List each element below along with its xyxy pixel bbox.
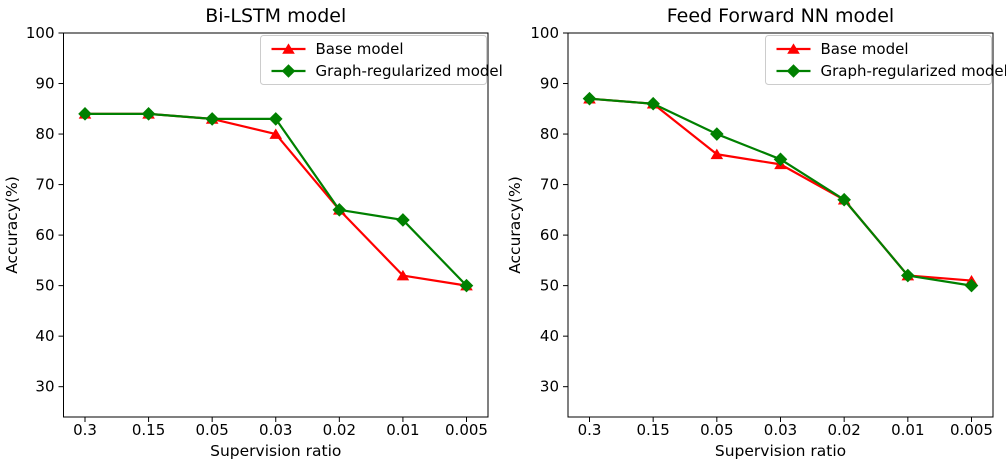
chart-title: Bi-LSTM model	[205, 5, 346, 27]
x-tick-label: 0.3	[578, 421, 602, 439]
legend-box	[260, 35, 487, 85]
series-marker-graph-regularized-model	[332, 203, 347, 217]
x-tick-label: 0.15	[132, 421, 165, 439]
x-axis-label: Supervision ratio	[715, 442, 846, 460]
y-tick-label: 50	[540, 277, 559, 295]
series-line-base-model	[85, 112, 467, 287]
legend-marker-base-model	[787, 43, 800, 54]
series-marker-graph-regularized-model	[141, 107, 156, 121]
y-tick-label: 70	[35, 176, 54, 194]
x-tick-label: 0.05	[700, 421, 733, 439]
y-tick-label: 90	[35, 75, 54, 93]
y-axis-label: Accuracy(%)	[3, 176, 21, 274]
plot-border	[63, 32, 489, 418]
chart-feed-forward-nn-model: 30 40 50 60 70 80 90 100 0.3 0.15 0.05 0.03 0.02 0.01…	[506, 5, 1006, 460]
series-marker-graph-regularized-model	[205, 112, 219, 126]
y-tick-label: 40	[35, 327, 54, 345]
series-marker-graph-regularized-model	[646, 96, 660, 111]
y-axis-label: Accuracy(%)	[506, 176, 524, 274]
y-tick-label: 60	[540, 226, 559, 244]
x-tick-label: 0.01	[386, 421, 419, 439]
x-tick-label: 0.005	[445, 421, 488, 439]
y-tick-label: 90	[540, 75, 559, 93]
x-tick-label: 0.15	[636, 421, 669, 439]
x-tick-label: 0.03	[764, 421, 797, 439]
y-tick-label: 80	[540, 125, 559, 143]
x-tick-label: 0.02	[323, 421, 356, 439]
plot-border	[567, 32, 994, 418]
series-line-graph-regularized-model	[589, 97, 972, 287]
x-tick-label: 0.01	[891, 421, 924, 439]
series-marker-graph-regularized-model	[268, 112, 283, 126]
series-marker-base-model	[396, 269, 410, 281]
series-line-graph-regularized-model	[85, 112, 468, 287]
legend-label-base-model: Base model	[316, 40, 404, 58]
y-tick-label: 30	[35, 378, 54, 396]
legend-marker-graph-regularized-model	[281, 64, 296, 78]
y-tick-label: 40	[540, 327, 559, 345]
x-tick-label: 0.03	[259, 421, 292, 439]
legend-label-graph-regularized-model: Graph-regularized model	[316, 62, 503, 80]
y-tick-label: 50	[35, 277, 54, 295]
y-tick-label: 80	[35, 125, 54, 143]
series-marker-graph-regularized-model	[710, 127, 724, 141]
y-tick-label: 70	[540, 176, 559, 194]
series-marker-graph-regularized-model	[901, 268, 915, 283]
y-tick-label: 100	[530, 24, 559, 42]
series-line-base-model	[589, 97, 972, 282]
series-marker-graph-regularized-model	[78, 107, 92, 121]
legend-label-graph-regularized-model: Graph-regularized model	[821, 62, 1006, 80]
series-marker-base-model	[710, 148, 724, 160]
series-marker-graph-regularized-model	[837, 192, 851, 207]
legend-label-base-model: Base model	[821, 40, 909, 58]
legend-box	[765, 35, 992, 85]
y-tick-label: 30	[540, 378, 559, 396]
series-marker-base-model	[269, 128, 283, 139]
chart-bilstm-model: 30 40 50 60 70 80 90 100 0.3 0.15 0.05 0.03 0.02 0.01…	[3, 5, 503, 460]
y-tick-label: 60	[35, 226, 54, 244]
x-tick-label: 0.02	[827, 421, 860, 439]
chart-title: Feed Forward NN model	[667, 5, 894, 27]
legend-marker-base-model	[282, 43, 295, 54]
x-axis-label: Supervision ratio	[210, 442, 341, 460]
series-marker-graph-regularized-model	[459, 278, 474, 293]
x-tick-label: 0.3	[73, 421, 97, 439]
x-tick-label: 0.005	[950, 421, 993, 439]
x-tick-label: 0.05	[195, 421, 228, 439]
y-tick-label: 100	[26, 24, 55, 42]
